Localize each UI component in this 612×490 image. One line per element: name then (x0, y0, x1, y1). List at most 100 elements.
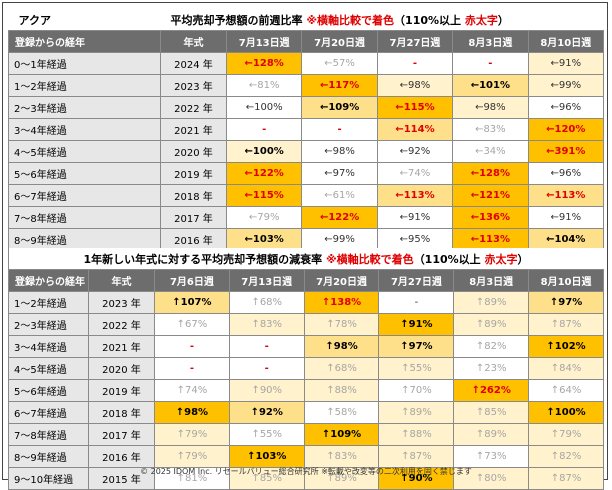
table2-header-7: 8月10日週 (528, 269, 604, 292)
ratio-cell: ←83% (452, 118, 529, 141)
table2-header-0: 登録からの経年 (8, 269, 89, 292)
row-label: 2～3年経過 (8, 313, 89, 336)
ratio-cell: ←96% (527, 162, 605, 185)
ratio-cell: ↑97% (528, 291, 604, 314)
ratio-cell: - (154, 357, 230, 380)
table-row: 5～6年経過 2019 年 ↑74% ↑90% ↑88% ↑70% ↑262% ↑64% (8, 379, 604, 402)
ratio-cell: ↑23% (453, 357, 530, 380)
ratio-cell: ↑79% (154, 423, 230, 446)
table1-header-0: 登録からの経年 (8, 30, 161, 53)
ratio-cell: ←113% (376, 184, 454, 207)
ratio-cell: ↑87% (378, 445, 455, 468)
ratio-cell: ←97% (301, 162, 378, 185)
ratio-cell: ←122% (301, 206, 378, 229)
ratio-cell: ↑98% (303, 335, 380, 358)
ratio-cell: ←114% (376, 118, 454, 141)
ratio-cell: ↑100% (528, 401, 604, 424)
row-year: 2019 年 (160, 162, 227, 185)
ratio-cell: ←91% (527, 206, 605, 229)
ratio-cell: ↑82% (453, 335, 530, 358)
ratio-cell: ←121% (452, 184, 529, 207)
decay-rate-table: 1年新しい年式に対する平均売却予想額の減衰率 ※横軸比較で着色（110%以上 赤… (8, 248, 604, 490)
row-year: 2018 年 (160, 184, 227, 207)
row-year: 2018 年 (88, 401, 155, 424)
table2-title-red: 赤太字 (484, 252, 518, 266)
ratio-cell: ↑89% (453, 291, 530, 314)
row-label: 7～8年経過 (8, 423, 89, 446)
table2-title-paren-open: （110%以上 (413, 252, 481, 266)
table-row: 8～9年経過 2016 年 ↑79% ↑103% ↑83% ↑87% ↑73% ↑82% (8, 445, 604, 468)
row-label: 4～5年経過 (8, 140, 161, 163)
ratio-cell: ↑90% (228, 379, 305, 402)
table-row: 7～8年経過 2017 年 ↑79% ↑55% ↑109% ↑88% ↑89% ↑79% (8, 423, 604, 446)
row-year: 2021 年 (160, 118, 227, 141)
ratio-cell: ←34% (452, 140, 529, 163)
ratio-cell: ←99% (527, 74, 605, 97)
row-year: 2021 年 (88, 335, 155, 358)
row-year: 2019 年 (88, 379, 155, 402)
ratio-cell: ↑97% (378, 335, 455, 358)
table2-header-3: 7月13日週 (228, 269, 305, 292)
ratio-cell: ↑68% (228, 291, 305, 314)
ratio-cell: ←113% (452, 228, 529, 251)
row-year: 2022 年 (160, 96, 227, 119)
row-label: 3～4年経過 (8, 335, 89, 358)
ratio-cell: ↑68% (303, 357, 380, 380)
table-row: 7～8年経過 2017 年 ←79% ←122% ←91% ←136% ←91% (8, 206, 605, 229)
table2-title-note: ※横軸比較で着色 (325, 252, 414, 266)
table2-body: 1～2年経過 2023 年 ↑107% ↑68% ↑138% - ↑89% ↑97% 2～3年経… (8, 291, 604, 490)
row-year: 2016 年 (160, 228, 227, 251)
ratio-cell: ↑91% (378, 313, 455, 336)
table2-header-row: 登録からの経年 年式 7月6日週 7月13日週 7月20日週 7月27日週 8月3日週 8月1… (8, 269, 604, 292)
ratio-cell: ↑98% (154, 401, 230, 424)
table1-header-3: 7月20日週 (301, 30, 378, 53)
ratio-cell: ←57% (301, 52, 378, 75)
ratio-cell: ←96% (527, 96, 605, 119)
row-label: 6～7年経過 (8, 184, 161, 207)
table2-header-6: 8月3日週 (453, 269, 530, 292)
ratio-cell: ↑67% (154, 313, 230, 336)
table-row: 5～6年経過 2019 年 ←122% ←97% ←74% ←128% ←96% (8, 162, 605, 185)
ratio-cell: - (376, 52, 454, 75)
ratio-cell: - (301, 118, 378, 141)
ratio-cell: ↑78% (303, 313, 380, 336)
row-label: 1～2年経過 (8, 74, 161, 97)
table1-header-5: 8月3日週 (452, 30, 529, 53)
table1-title-row: アクア 平均売却予想額の前週比率 ※横軸比較で着色（110%以上 赤太字） (8, 9, 604, 31)
table1-title-main: 平均売却予想額の前週比率 (170, 13, 303, 27)
row-label: 3～4年経過 (8, 118, 161, 141)
ratio-cell: ←117% (301, 74, 378, 97)
row-label: 5～6年経過 (8, 162, 161, 185)
ratio-cell: ←74% (376, 162, 454, 185)
row-year: 2020 年 (160, 140, 227, 163)
ratio-cell: ←92% (376, 140, 454, 163)
row-label: 7～8年経過 (8, 206, 161, 229)
table1-header-2: 7月13日週 (225, 30, 303, 53)
table-row: 0～1年経過 2024 年 ←128% ←57% - - ←91% (8, 52, 605, 75)
ratio-cell: - (225, 118, 303, 141)
row-year: 2020 年 (88, 357, 155, 380)
table2-header-4: 7月20日週 (303, 269, 380, 292)
table1-title-paren-close: ） (497, 13, 509, 27)
table-row: 1～2年経過 2023 年 ↑107% ↑68% ↑138% - ↑89% ↑97% (8, 291, 604, 314)
row-year: 2017 年 (88, 423, 155, 446)
table2-header-5: 7月27日週 (378, 269, 455, 292)
ratio-cell: ←79% (225, 206, 303, 229)
table1-header-4: 7月27日週 (376, 30, 454, 53)
ratio-cell: ↑88% (303, 379, 380, 402)
row-year: 2024 年 (160, 52, 227, 75)
ratio-cell: ←115% (376, 96, 454, 119)
ratio-cell: ←98% (301, 140, 378, 163)
row-label: 4～5年経過 (8, 357, 89, 380)
ratio-cell: ↑55% (378, 357, 455, 380)
row-year: 2022 年 (88, 313, 155, 336)
table-row: 6～7年経過 2018 年 ↑98% ↑92% ↑58% ↑89% ↑85% ↑100% (8, 401, 604, 424)
row-label: 1～2年経過 (8, 291, 89, 314)
ratio-cell: ↑55% (228, 423, 305, 446)
ratio-cell: ↑89% (378, 401, 455, 424)
ratio-cell: - (154, 335, 230, 358)
ratio-cell: ←100% (225, 96, 303, 119)
ratio-cell: ↑107% (154, 291, 230, 314)
ratio-cell: ↑262% (453, 379, 530, 402)
